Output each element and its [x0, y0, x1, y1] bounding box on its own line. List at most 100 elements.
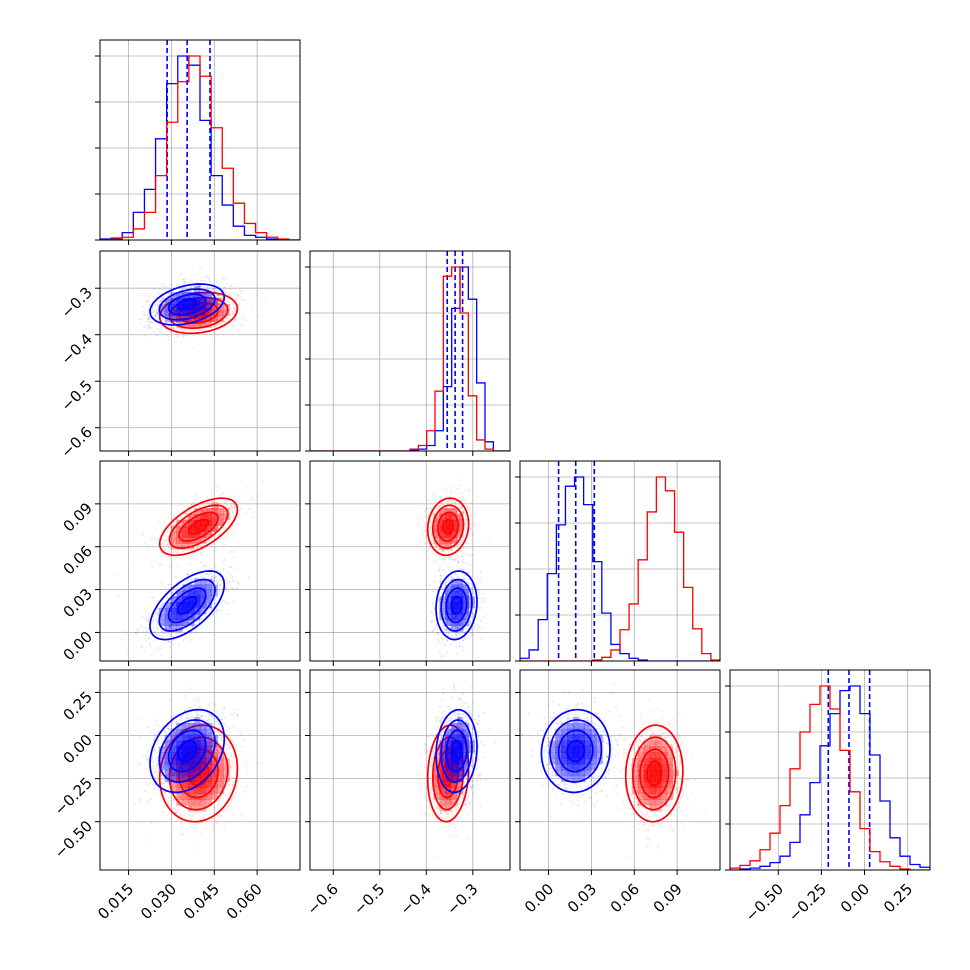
sample-point [476, 629, 478, 631]
sample-point [192, 502, 194, 504]
sample-point [180, 822, 182, 824]
sample-point [436, 633, 438, 635]
sample-point [218, 502, 220, 504]
sample-point [167, 813, 169, 815]
sample-point [241, 315, 243, 317]
sample-point [235, 746, 237, 748]
sample-point [442, 642, 444, 644]
sample-point [427, 631, 429, 633]
sample-point [469, 621, 471, 623]
y-tick-label: −0.5 [58, 377, 96, 415]
sample-point [474, 626, 476, 628]
sample-point [167, 547, 169, 549]
sample-point [235, 327, 237, 329]
sample-point [238, 517, 240, 519]
sample-point [147, 318, 149, 320]
sample-point [430, 507, 432, 509]
sample-point [229, 551, 231, 553]
sample-point [239, 794, 241, 796]
sample-point [229, 529, 231, 531]
sample-point [231, 530, 233, 532]
sample-point [224, 503, 226, 505]
sample-point [201, 504, 203, 506]
sample-point [241, 299, 243, 301]
sample-point [208, 278, 210, 280]
sample-point [167, 544, 169, 546]
sample-point [223, 830, 225, 832]
sample-point [190, 503, 192, 505]
density-cell [206, 585, 212, 591]
sample-point [169, 566, 171, 568]
sample-point [165, 532, 167, 534]
sample-point [473, 524, 475, 526]
sample-point [223, 538, 225, 540]
sample-point [147, 628, 149, 630]
sample-point [137, 630, 139, 632]
sample-point [220, 494, 222, 496]
sample-point [449, 567, 451, 569]
sample-point [176, 285, 178, 287]
sample-point [476, 577, 478, 579]
sample-point [159, 331, 161, 333]
sample-point [242, 290, 244, 292]
sample-point [145, 627, 147, 629]
sample-point [456, 653, 458, 655]
y-tick-label: −0.3 [58, 283, 96, 321]
sample-point [472, 587, 474, 589]
sample-point [426, 551, 428, 553]
sample-point [161, 636, 163, 638]
sample-point [207, 610, 209, 612]
sample-point [161, 654, 163, 656]
sample-point [437, 632, 439, 634]
sample-point [118, 595, 120, 597]
sample-point [241, 813, 243, 815]
sample-point [430, 530, 432, 532]
sample-point [156, 649, 158, 651]
sample-point [444, 584, 446, 586]
sample-point [480, 620, 482, 622]
sample-point [124, 630, 126, 632]
sample-point [440, 505, 442, 507]
sample-point [142, 534, 144, 536]
sample-point [442, 655, 444, 657]
sample-point [161, 582, 163, 584]
sample-point [197, 707, 199, 709]
sample-point [195, 632, 197, 634]
sample-point [447, 580, 449, 582]
sample-point [155, 304, 157, 306]
sample-point [231, 308, 233, 310]
sample-point [243, 299, 245, 301]
sample-point [458, 562, 460, 564]
sample-point [219, 297, 221, 299]
sample-point [235, 792, 237, 794]
sample-point [471, 635, 473, 637]
sample-point [223, 560, 225, 562]
sample-point [227, 572, 229, 574]
sample-point [182, 328, 184, 330]
histograms [310, 251, 510, 451]
sample-point [216, 315, 218, 317]
sample-point [445, 581, 447, 583]
sample-point [216, 612, 218, 614]
sample-point [481, 598, 483, 600]
sample-point [468, 582, 470, 584]
sample-point [157, 615, 159, 617]
sample-point [148, 301, 150, 303]
sample-point [212, 576, 214, 578]
sample-point [236, 285, 238, 287]
sample-point [231, 587, 233, 589]
density-cell [171, 614, 177, 620]
sample-point [435, 561, 437, 563]
sample-point [169, 527, 171, 529]
sample-point [236, 587, 238, 589]
sample-point [444, 559, 446, 561]
sample-point [261, 762, 263, 764]
sample-point [470, 583, 472, 585]
sample-point [202, 329, 204, 331]
sample-point [432, 552, 434, 554]
sample-point [223, 600, 225, 602]
sample-point [432, 603, 434, 605]
density-cell [182, 602, 188, 608]
sample-point [160, 300, 162, 302]
sample-point [230, 329, 232, 331]
